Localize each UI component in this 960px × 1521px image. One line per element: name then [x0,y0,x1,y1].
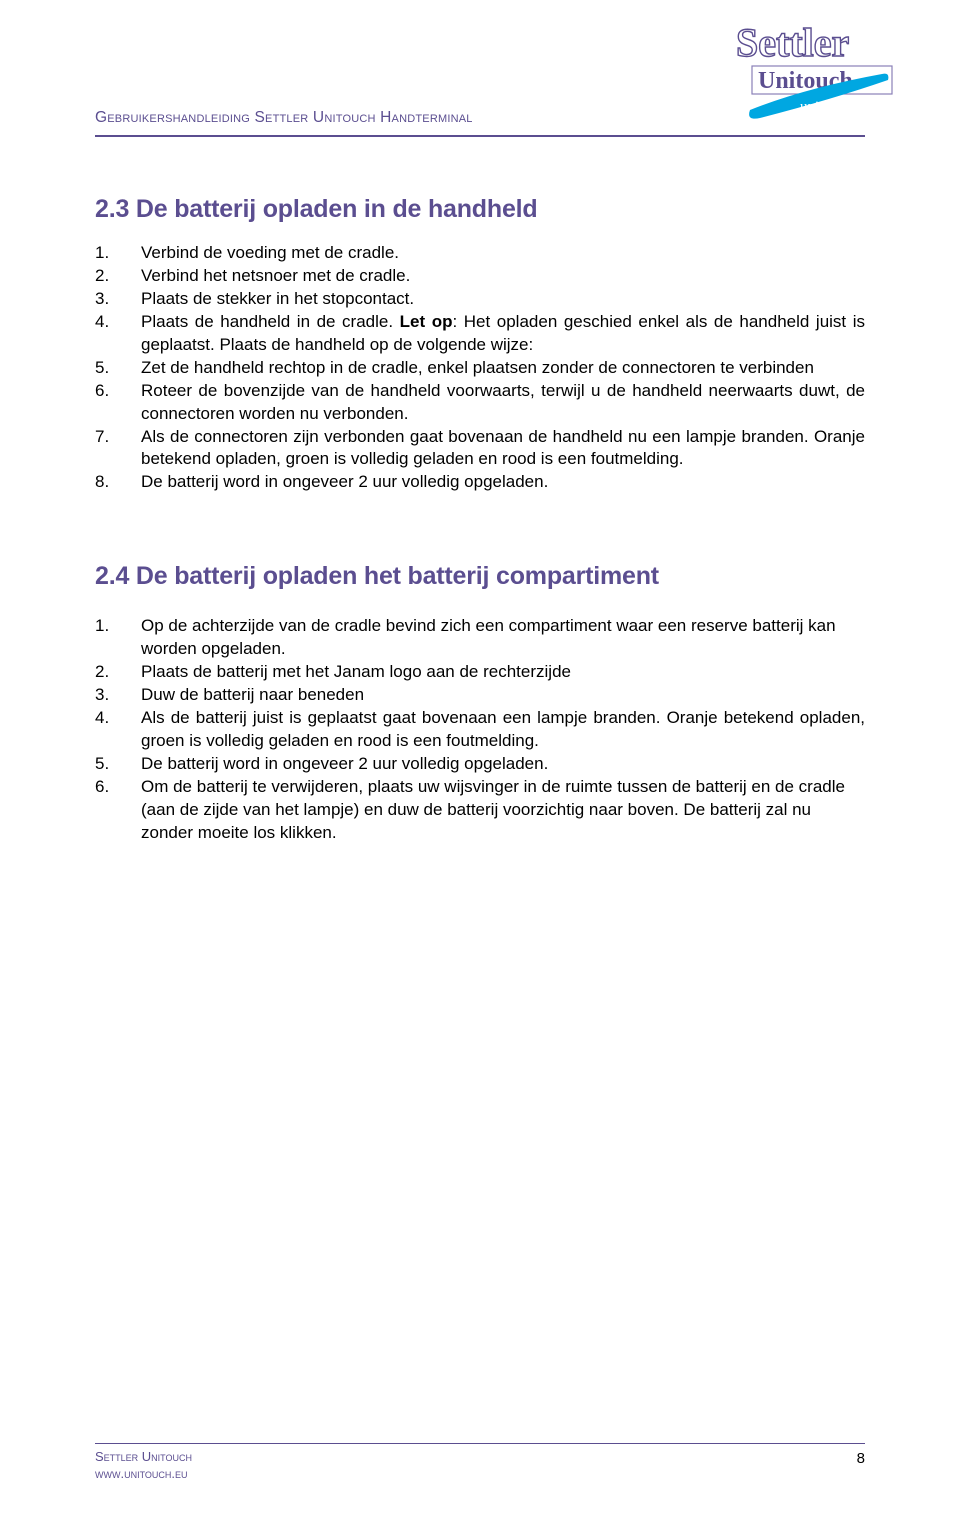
list-item: Plaats de handheld in de cradle. Let op:… [95,311,865,357]
list-item: Om de batterij te verwijderen, plaats uw… [95,776,865,845]
footer-rule [95,1443,865,1444]
section-heading-2-4: 2.4 De batterij opladen het batterij com… [95,562,865,591]
list-item: De batterij word in ongeveer 2 uur volle… [95,471,865,494]
section-heading-2-3: 2.3 De batterij opladen in de handheld [95,195,865,224]
page-footer: Settler Unitouch www.unitouch.eu 8 [95,1443,865,1483]
list-item-text: Als de batterij juist is geplaatst gaat … [141,708,865,750]
list-item-text: Duw de batterij naar beneden [141,685,364,704]
list-item: Zet de handheld rechtop in de cradle, en… [95,357,865,380]
list-item: Als de batterij juist is geplaatst gaat … [95,707,865,753]
logo-line1: Settler [736,20,849,65]
section-2-4: 2.4 De batterij opladen het batterij com… [95,562,865,844]
list-2-3: Verbind de voeding met de cradle. Verbin… [95,242,865,494]
list-item-text: Zet de handheld rechtop in de cradle, en… [141,358,814,377]
page-header: Gebruikershandleiding Settler Unitouch H… [95,0,865,135]
list-item-text: Om de batterij te verwijderen, plaats uw… [141,777,845,842]
footer-brand: Settler Unitouch [95,1448,192,1466]
list-item-text: Roteer de bovenzijde van de handheld voo… [141,381,865,423]
list-item: Roteer de bovenzijde van de handheld voo… [95,380,865,426]
list-item: Duw de batterij naar beneden [95,684,865,707]
list-item-text: Als de connectoren zijn verbonden gaat b… [141,427,865,469]
logo-swoosh-text: unitouch.nl [800,99,868,115]
body-content: 2.3 De batterij opladen in de handheld V… [95,137,865,845]
page-number: 8 [857,1448,865,1467]
list-item-text: Plaats de stekker in het stopcontact. [141,289,414,308]
list-item: Op de achterzijde van de cradle bevind z… [95,615,865,661]
list-item: Plaats de batterij met het Janam logo aa… [95,661,865,684]
list-2-4: Op de achterzijde van de cradle bevind z… [95,615,865,844]
footer-url: www.unitouch.eu [95,1465,192,1483]
list-item-text: Verbind de voeding met de cradle. [141,243,399,262]
page: Gebruikershandleiding Settler Unitouch H… [0,0,960,1521]
list-item-bold: Let op [400,312,453,331]
list-item: De batterij word in ongeveer 2 uur volle… [95,753,865,776]
header-title: Gebruikershandleiding Settler Unitouch H… [95,109,473,127]
list-item-text: Plaats de batterij met het Janam logo aa… [141,662,571,681]
list-item-text: Op de achterzijde van de cradle bevind z… [141,616,836,658]
list-item: Plaats de stekker in het stopcontact. [95,288,865,311]
list-item-text: De batterij word in ongeveer 2 uur volle… [141,754,548,773]
list-item-text: Plaats de handheld in de cradle. [141,312,400,331]
list-item: Als de connectoren zijn verbonden gaat b… [95,426,865,472]
list-item-text: De batterij word in ongeveer 2 uur volle… [141,472,548,491]
list-item-text: Verbind het netsnoer met de cradle. [141,266,410,285]
footer-row: Settler Unitouch www.unitouch.eu 8 [95,1448,865,1483]
footer-left: Settler Unitouch www.unitouch.eu [95,1448,192,1483]
list-item: Verbind het netsnoer met de cradle. [95,265,865,288]
list-item: Verbind de voeding met de cradle. [95,242,865,265]
brand-logo: Settler Unitouch unitouch.nl [730,18,895,123]
